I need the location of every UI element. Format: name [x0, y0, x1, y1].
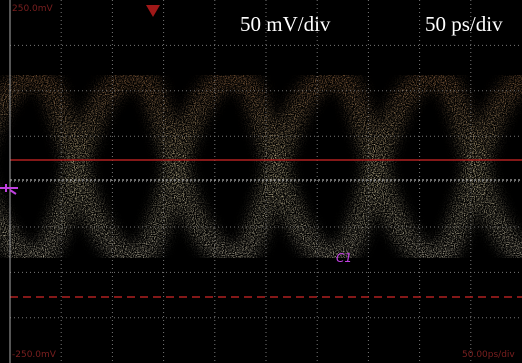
- time-scale: 50.00ps/div: [462, 350, 515, 360]
- top-voltage: 250.0mV: [12, 4, 54, 14]
- time-per-div: 50 ps/div: [425, 12, 503, 36]
- channel-label: C1: [336, 251, 352, 265]
- bottom-voltage: -250.0mV: [12, 350, 57, 360]
- scope-screen: 250.0mV -250.0mV 50.00ps/div 50 mV/div 5…: [0, 0, 522, 363]
- volts-per-div: 50 mV/div: [240, 12, 331, 36]
